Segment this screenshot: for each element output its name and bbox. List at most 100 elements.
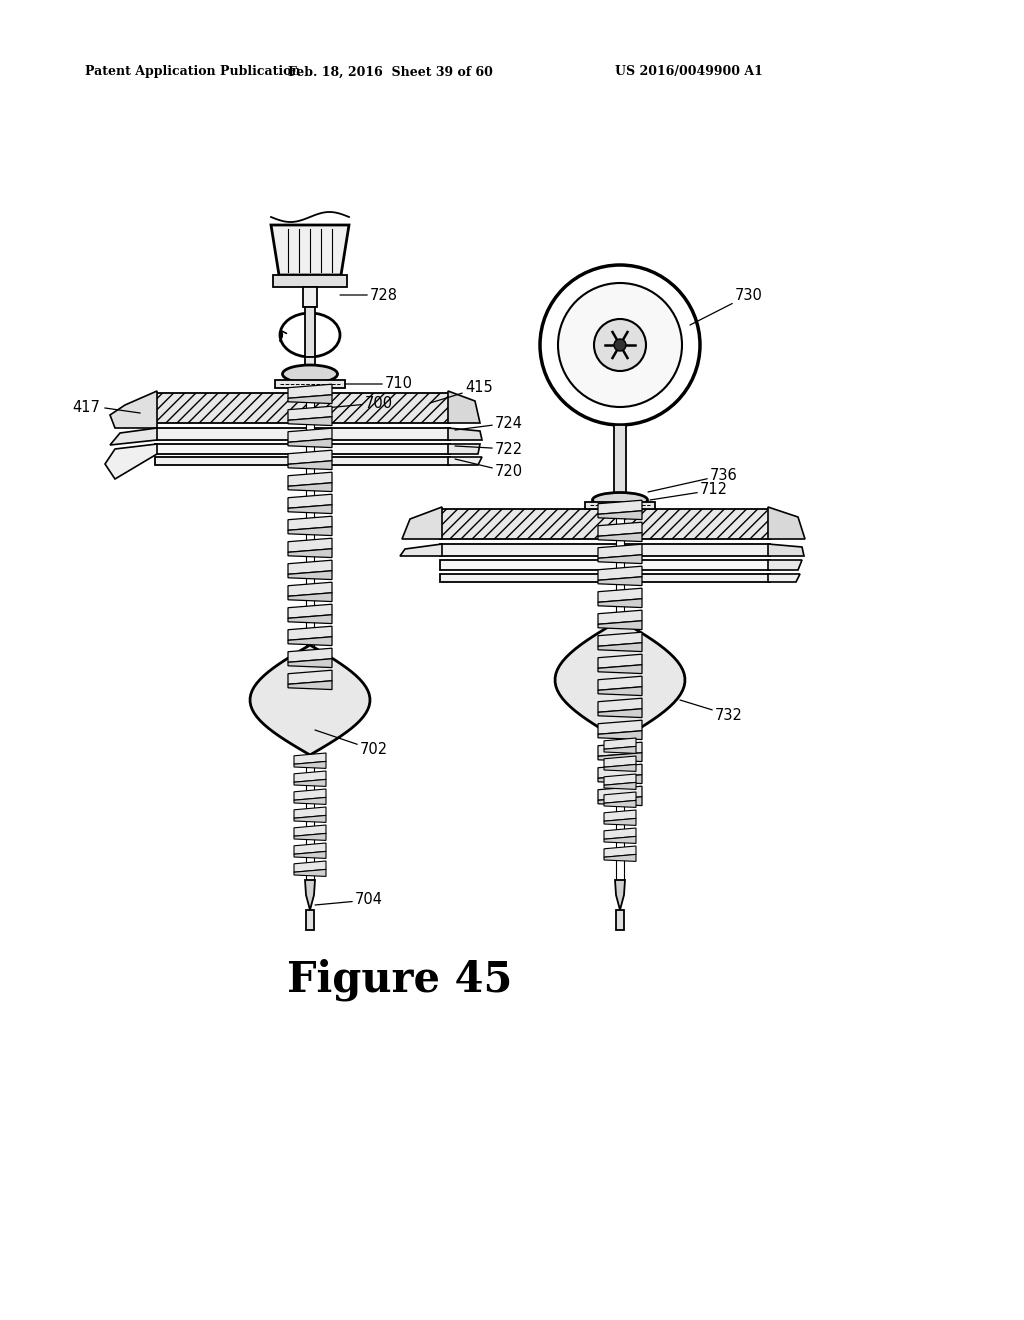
Polygon shape xyxy=(271,224,349,275)
Text: Patent Application Publication: Patent Application Publication xyxy=(85,66,300,78)
Polygon shape xyxy=(288,428,332,442)
Text: Figure 45: Figure 45 xyxy=(288,958,513,1002)
Polygon shape xyxy=(598,731,642,739)
Bar xyxy=(155,428,450,440)
Polygon shape xyxy=(598,721,642,734)
Polygon shape xyxy=(288,450,332,465)
Polygon shape xyxy=(604,792,636,803)
Polygon shape xyxy=(288,671,332,684)
Polygon shape xyxy=(402,507,442,539)
Text: 417: 417 xyxy=(72,400,100,416)
Polygon shape xyxy=(110,391,157,428)
Text: 728: 728 xyxy=(340,288,398,302)
Bar xyxy=(303,286,317,308)
Polygon shape xyxy=(288,494,332,508)
Polygon shape xyxy=(604,818,636,825)
Polygon shape xyxy=(400,544,442,556)
Polygon shape xyxy=(294,843,326,854)
Polygon shape xyxy=(598,577,642,586)
Polygon shape xyxy=(604,810,636,821)
Polygon shape xyxy=(294,762,326,768)
Polygon shape xyxy=(288,570,332,579)
Bar xyxy=(614,425,626,500)
Text: 732: 732 xyxy=(680,700,742,722)
Polygon shape xyxy=(288,407,332,420)
Text: 712: 712 xyxy=(650,483,728,500)
Circle shape xyxy=(540,265,700,425)
Polygon shape xyxy=(294,870,326,876)
Polygon shape xyxy=(598,698,642,713)
Polygon shape xyxy=(449,428,482,440)
Polygon shape xyxy=(294,851,326,858)
Polygon shape xyxy=(288,539,332,552)
Ellipse shape xyxy=(593,492,647,507)
Polygon shape xyxy=(288,504,332,513)
Text: 704: 704 xyxy=(315,892,383,908)
Text: 702: 702 xyxy=(315,730,388,758)
Polygon shape xyxy=(288,605,332,618)
Polygon shape xyxy=(598,643,642,652)
Polygon shape xyxy=(604,738,636,750)
Polygon shape xyxy=(604,800,636,808)
Polygon shape xyxy=(294,789,326,800)
Polygon shape xyxy=(305,880,315,909)
Polygon shape xyxy=(768,507,805,539)
Polygon shape xyxy=(598,742,642,756)
Polygon shape xyxy=(615,880,625,909)
Circle shape xyxy=(614,339,626,351)
Polygon shape xyxy=(598,533,642,541)
Polygon shape xyxy=(288,438,332,447)
Polygon shape xyxy=(250,645,370,755)
Polygon shape xyxy=(294,752,326,764)
Bar xyxy=(585,502,655,510)
Bar xyxy=(273,275,347,286)
Polygon shape xyxy=(288,636,332,645)
Polygon shape xyxy=(598,599,642,607)
Polygon shape xyxy=(449,444,480,454)
Polygon shape xyxy=(604,746,636,754)
Polygon shape xyxy=(294,771,326,783)
Polygon shape xyxy=(288,384,332,399)
Polygon shape xyxy=(598,655,642,668)
Text: 415: 415 xyxy=(430,380,493,403)
Polygon shape xyxy=(598,686,642,696)
Polygon shape xyxy=(288,461,332,470)
Polygon shape xyxy=(598,500,642,515)
Polygon shape xyxy=(598,610,642,624)
Polygon shape xyxy=(598,620,642,630)
Text: US 2016/0049900 A1: US 2016/0049900 A1 xyxy=(615,66,763,78)
Polygon shape xyxy=(288,648,332,663)
Bar xyxy=(616,510,624,880)
Ellipse shape xyxy=(283,366,338,383)
Polygon shape xyxy=(768,574,800,582)
Polygon shape xyxy=(604,828,636,840)
Polygon shape xyxy=(768,560,802,570)
Text: 700: 700 xyxy=(325,396,393,411)
Circle shape xyxy=(594,319,646,371)
Text: 730: 730 xyxy=(690,288,763,325)
Polygon shape xyxy=(294,816,326,822)
Polygon shape xyxy=(288,395,332,404)
Polygon shape xyxy=(288,417,332,425)
Polygon shape xyxy=(604,854,636,862)
Bar xyxy=(305,308,315,356)
Polygon shape xyxy=(604,764,636,771)
Polygon shape xyxy=(598,709,642,718)
Polygon shape xyxy=(598,775,642,784)
Polygon shape xyxy=(598,511,642,520)
Bar xyxy=(275,380,345,388)
Polygon shape xyxy=(288,681,332,689)
Polygon shape xyxy=(598,752,642,762)
Bar xyxy=(306,388,314,880)
Polygon shape xyxy=(288,626,332,640)
Polygon shape xyxy=(555,620,685,741)
Ellipse shape xyxy=(280,313,340,356)
Polygon shape xyxy=(288,615,332,623)
Bar xyxy=(440,574,770,582)
Text: 720: 720 xyxy=(455,459,523,479)
Polygon shape xyxy=(598,544,642,558)
Text: 724: 724 xyxy=(455,416,523,430)
Polygon shape xyxy=(598,797,642,805)
Polygon shape xyxy=(598,764,642,779)
Polygon shape xyxy=(604,756,636,767)
